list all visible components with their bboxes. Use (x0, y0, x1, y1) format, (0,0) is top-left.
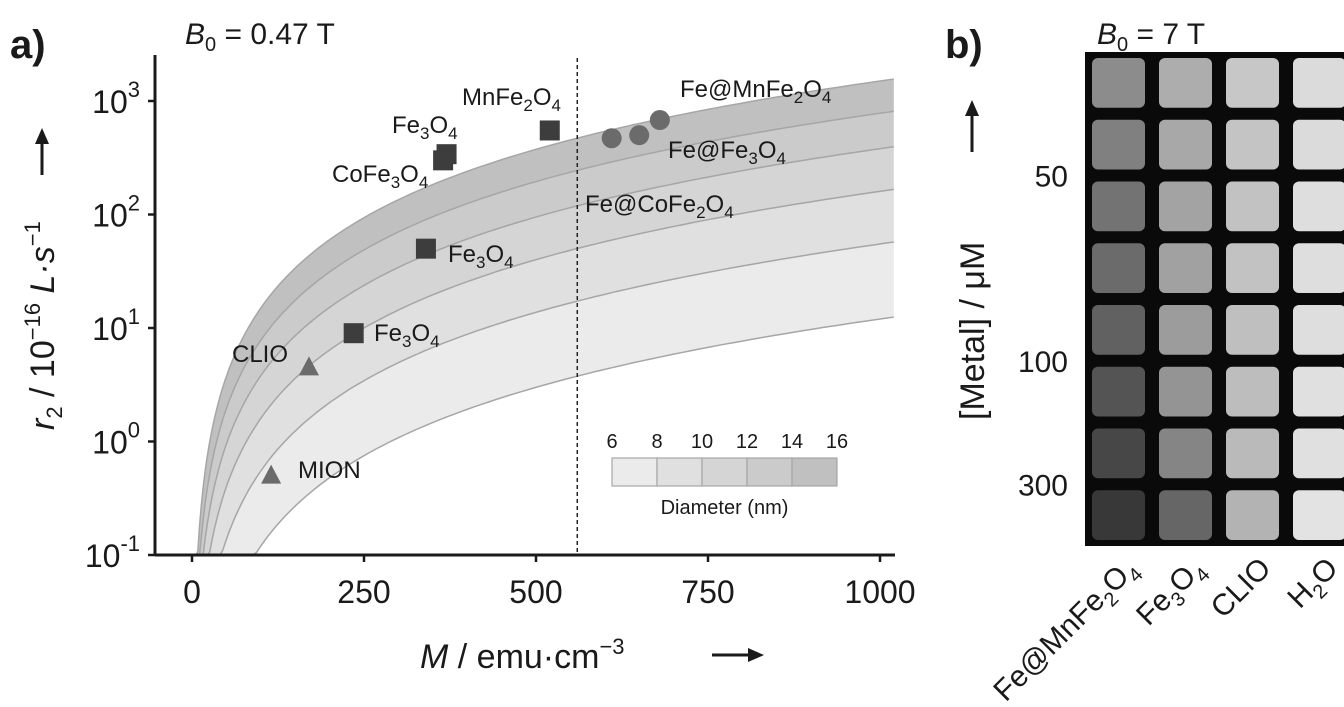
legend-swatch (612, 458, 657, 486)
mri-well (1293, 490, 1344, 540)
point-label: CoFe3O4 (332, 161, 428, 192)
field-strength-a: B0 = 0.47 T (185, 18, 335, 56)
legend-swatch (657, 458, 702, 486)
mri-well (1092, 429, 1145, 479)
mri-well (1226, 367, 1279, 417)
point-label: MnFe2O4 (462, 84, 561, 115)
mri-well (1159, 243, 1212, 293)
mri-well (1226, 182, 1279, 232)
x-tick-label: 750 (681, 574, 734, 610)
column-label: Fe3O4 (1130, 552, 1215, 637)
x-axis-label: M / emu·cm−3 (420, 634, 625, 676)
circle-point (629, 125, 649, 145)
mri-well (1293, 58, 1344, 108)
mri-well (1293, 305, 1344, 355)
legend-tick-label: 12 (736, 431, 758, 453)
panel-b: b) B0 = 7 T 50 100 300 [Metal] / μM Fe@MnFe2O… (945, 18, 1344, 707)
mri-well (1226, 429, 1279, 479)
mri-well (1293, 243, 1344, 293)
panel-a: 10-1 100 101 102 103 0 250 500 750 1000 a) B0 = 0.4… (10, 18, 916, 676)
concentration-label: 100 (1018, 346, 1068, 379)
point-label: Fe3O4 (392, 112, 458, 143)
column-label-text: Fe3O4 (1130, 552, 1215, 637)
mri-well (1226, 58, 1279, 108)
mri-well (1092, 243, 1145, 293)
column-label: CLIO (1205, 552, 1278, 625)
square-point (344, 323, 364, 343)
y-axis-label-b: [Metal] / μM (954, 242, 992, 420)
mri-well (1092, 305, 1145, 355)
mri-well (1159, 490, 1212, 540)
point-label: Fe@CoFe2O4 (585, 191, 734, 222)
y-axis-arrow (35, 128, 49, 175)
x-tick-label: 250 (337, 574, 390, 610)
mri-well (1226, 120, 1279, 170)
mri-well (1159, 429, 1212, 479)
legend-caption: Diameter (nm) (661, 497, 789, 519)
mri-well (1293, 429, 1344, 479)
mri-well (1293, 367, 1344, 417)
mri-well (1226, 490, 1279, 540)
mri-well (1226, 305, 1279, 355)
mri-well (1293, 120, 1344, 170)
mri-well (1226, 243, 1279, 293)
concentration-label: 300 (1018, 469, 1068, 502)
y-tick-label: 10-1 (85, 531, 140, 574)
mri-well (1159, 58, 1212, 108)
legend-tick-label: 6 (606, 431, 617, 453)
column-label-text: H2O (1281, 552, 1344, 619)
legend-tick-label: 14 (781, 431, 803, 453)
x-tick-label: 1000 (844, 574, 915, 610)
mri-well (1159, 120, 1212, 170)
mri-well (1092, 120, 1145, 170)
y-tick-label: 100 (92, 418, 140, 461)
x-tick-label: 0 (183, 574, 201, 610)
point-label: MION (298, 457, 361, 484)
square-point (416, 239, 436, 259)
mri-well (1159, 367, 1212, 417)
circle-point (602, 128, 622, 148)
legend-swatch (702, 458, 747, 486)
legend-swatch (747, 458, 792, 486)
legend-tick-label: 8 (651, 431, 662, 453)
column-label-text: CLIO (1205, 552, 1278, 625)
circle-point (650, 110, 670, 130)
y-axis-label: r2 / 10−16 L·s−1 (20, 221, 67, 430)
mri-well (1159, 305, 1212, 355)
square-point (540, 120, 560, 140)
concentration-label: 50 (1035, 161, 1068, 194)
legend-swatch (792, 458, 837, 486)
mri-well (1293, 182, 1344, 232)
mri-well (1092, 58, 1145, 108)
x-axis-arrow (712, 648, 764, 662)
legend-tick-label: 10 (691, 431, 713, 453)
panel-label-b: b) (945, 23, 983, 67)
column-label-text: Fe@MnFe2O4 (987, 552, 1147, 707)
mri-well (1092, 490, 1145, 540)
y-tick-label: 101 (92, 304, 140, 347)
x-tick-label: 500 (509, 574, 562, 610)
diameter-legend: 6 8 10 12 14 16 Diameter (nm) (606, 431, 848, 519)
square-point (433, 150, 453, 170)
column-label: Fe@MnFe2O4 (987, 552, 1147, 707)
y-tick-label: 103 (92, 77, 140, 120)
panel-label-a: a) (10, 23, 46, 67)
mri-well (1092, 367, 1145, 417)
legend-tick-label: 16 (826, 431, 848, 453)
point-label: Fe@MnFe2O4 (680, 76, 831, 107)
y-axis-arrow-b (965, 100, 979, 152)
point-label: Fe@Fe3O4 (668, 137, 786, 168)
mri-well (1092, 182, 1145, 232)
y-tick-label: 102 (92, 191, 140, 234)
field-strength-b: B0 = 7 T (1097, 18, 1205, 56)
column-label: H2O (1281, 552, 1344, 619)
point-label: CLIO (232, 341, 288, 368)
mri-well (1159, 182, 1212, 232)
